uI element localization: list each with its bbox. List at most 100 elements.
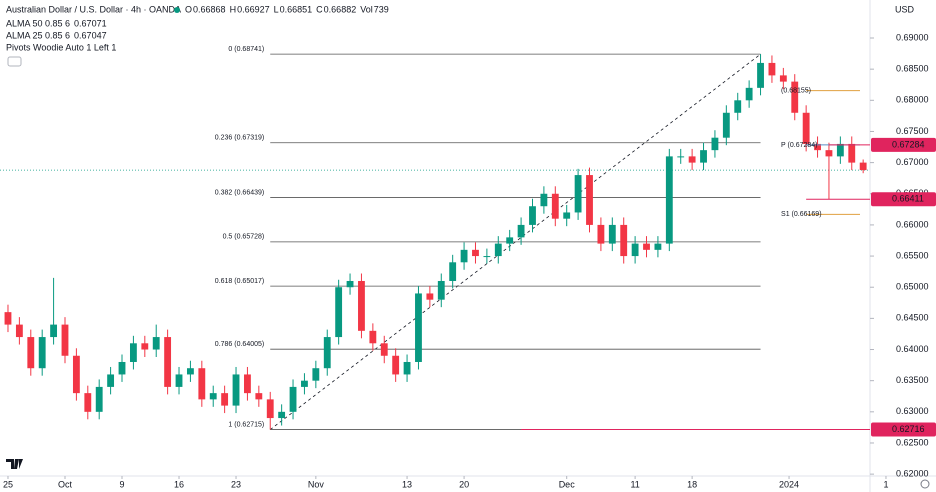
candle-body (50, 324, 58, 338)
y-tick-label: 0.65500 (896, 250, 929, 260)
candle-body (255, 393, 263, 400)
price-marker (871, 192, 936, 207)
x-tick-label: 16 (174, 479, 184, 489)
candle-body (597, 224, 605, 244)
price-marker-label: 0.66411 (892, 194, 924, 204)
candle-body (84, 393, 92, 412)
symbol-title: Australian Dollar / U.S. Dollar · 4h · O… (6, 4, 181, 14)
candle-body (677, 156, 685, 158)
candle-body (620, 224, 628, 257)
candle-body (551, 193, 559, 219)
fib-label: 0.618 (0.65017) (215, 278, 264, 285)
candle-body (437, 280, 445, 300)
y-tick-label: 0.63500 (896, 375, 929, 385)
candle-body (266, 399, 274, 419)
candle-body (848, 143, 856, 163)
collapse-button[interactable] (7, 56, 22, 67)
y-tick-label: 0.68500 (896, 64, 929, 74)
candle-body (164, 337, 172, 387)
x-tick-label: 23 (231, 479, 241, 489)
candle-body (27, 337, 35, 369)
pivot-label: P (0.67284) (781, 142, 817, 149)
settings-button[interactable] (920, 479, 930, 489)
pivot-label: (0.68155) (781, 87, 811, 94)
candle-body (415, 293, 422, 362)
candle-body (369, 330, 377, 344)
candle-body (472, 249, 479, 257)
candle-body (483, 256, 491, 258)
y-tick-label: 0.63000 (896, 406, 929, 416)
candle-body (711, 137, 719, 151)
candle-body (768, 62, 776, 76)
header: Australian Dollar / U.S. Dollar · 4h · O… (6, 4, 915, 52)
y-tick-label: 0.67500 (896, 126, 929, 136)
indicator-name: ALMA 50 0.85 6 (6, 18, 70, 28)
fib-label: 0.382 (0.66439) (215, 189, 264, 196)
x-tick-label: 13 (402, 479, 412, 489)
candle-body (244, 374, 251, 394)
quote-key: H (230, 4, 237, 14)
candle-body (403, 361, 411, 375)
candle-body (426, 293, 434, 300)
y-tick-label: 0.66000 (896, 219, 929, 229)
price-marker-label: 0.67284 (892, 139, 925, 149)
candle-body (631, 243, 639, 257)
quote-value: 739 (374, 4, 389, 14)
y-tick-label: 0.62000 (896, 469, 929, 479)
y-tick-label: 0.64500 (896, 313, 929, 323)
candle-body (380, 343, 388, 356)
candle-body (38, 337, 46, 369)
indicator-value: 0.67047 (74, 30, 107, 40)
candle-body (836, 143, 844, 157)
candle-body (152, 337, 160, 350)
currency[interactable]: USD (895, 4, 915, 14)
candle-body (129, 343, 137, 362)
candle-body (529, 206, 536, 225)
tv-logo (6, 459, 23, 469)
candle-body (358, 280, 365, 331)
indicator-name: Pivots Woodie Auto 1 Left 1 (6, 42, 116, 52)
candle-body (232, 374, 240, 406)
candle-body (278, 411, 286, 419)
candle-body (814, 143, 821, 151)
quote-value: 0.66851 (280, 4, 313, 14)
pivot-label: S1 (0.66169) (781, 211, 821, 218)
candle-body (859, 162, 867, 171)
candle-body (323, 337, 331, 369)
candle-body (734, 100, 742, 113)
candle-body (335, 287, 343, 338)
fib-label: 1 (0.62715) (228, 421, 264, 428)
x-tick-label: Nov (308, 479, 325, 489)
candle-body (392, 355, 400, 375)
fib-label: 0.786 (0.64005) (215, 341, 264, 348)
x-tick-label: 9 (119, 479, 124, 489)
candle-body (791, 81, 799, 113)
x-tick-label: 11 (630, 479, 639, 489)
quote-key: O (185, 4, 192, 14)
quote-key: C (316, 4, 323, 14)
candle-body (722, 112, 730, 138)
candle-body (517, 224, 525, 238)
candle-body (506, 237, 514, 244)
candle-body (779, 75, 787, 82)
candle-body (118, 361, 126, 375)
candle-body (141, 343, 149, 350)
candle-body (574, 175, 582, 213)
x-tick-label: 1 (883, 479, 888, 489)
candle-body (198, 368, 206, 400)
candle-body (586, 175, 593, 225)
fib-label: 0.5 (0.65728) (223, 234, 265, 241)
candle-body (700, 150, 707, 163)
candle-body (61, 324, 69, 356)
candle-body (107, 374, 115, 387)
candle-body (186, 368, 194, 375)
candle-body (221, 393, 229, 406)
candle-body (757, 62, 764, 88)
candle-body (802, 112, 810, 144)
candle-body (289, 386, 297, 412)
candle-body (608, 224, 616, 244)
status-dot (174, 7, 180, 13)
candle-body (95, 386, 103, 412)
